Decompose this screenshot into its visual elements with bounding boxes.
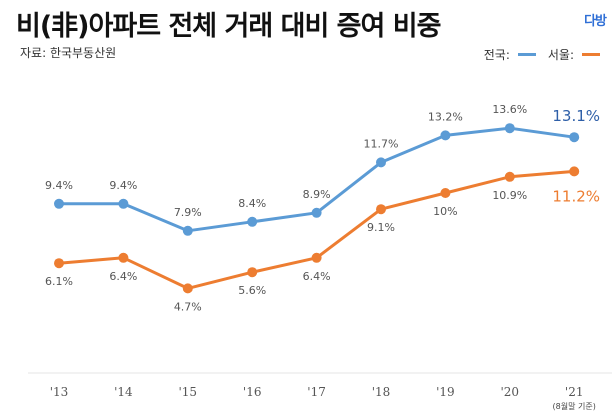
data-label: 6.4% bbox=[109, 270, 137, 283]
data-point bbox=[182, 225, 193, 236]
source-text: 자료: 한국부동산원 bbox=[20, 46, 117, 60]
legend: 전국: 서울: bbox=[484, 46, 608, 63]
data-label: 13.6% bbox=[492, 103, 527, 116]
data-point bbox=[118, 198, 129, 209]
data-point bbox=[247, 267, 258, 278]
data-label: 13.1% bbox=[552, 107, 600, 125]
data-point bbox=[504, 123, 515, 134]
x-tick-label: '15 bbox=[179, 385, 198, 399]
data-point bbox=[440, 130, 451, 141]
x-tick-label: '17 bbox=[307, 385, 326, 399]
legend-swatch-seoul bbox=[582, 53, 600, 56]
data-point bbox=[118, 252, 129, 263]
brand-logo: 다방 bbox=[584, 14, 607, 29]
chart-title: 비(非)아파트 전체 거래 대비 증여 비중 bbox=[16, 11, 441, 42]
data-label: 11.2% bbox=[552, 187, 600, 205]
x-tick-label: '20 bbox=[501, 385, 520, 399]
data-point bbox=[54, 258, 64, 269]
data-point bbox=[440, 188, 451, 198]
data-label: 8.9% bbox=[303, 188, 331, 201]
x-tick-label: '21 bbox=[565, 385, 584, 399]
data-point bbox=[311, 207, 322, 218]
data-label: 8.4% bbox=[238, 197, 266, 210]
data-point bbox=[569, 166, 580, 177]
x-tick-note: (8월말 기준) bbox=[553, 401, 596, 411]
data-label: 9.4% bbox=[109, 179, 137, 192]
legend-label-seoul: 서울: bbox=[547, 48, 574, 62]
data-point bbox=[569, 132, 580, 143]
data-label: 11.7% bbox=[364, 137, 399, 150]
x-tick-label: '18 bbox=[372, 385, 391, 399]
data-point bbox=[311, 252, 322, 263]
data-label: 4.7% bbox=[174, 300, 202, 313]
data-point bbox=[376, 204, 386, 215]
data-label: 13.2% bbox=[428, 110, 463, 123]
x-tick-label: '19 bbox=[436, 385, 455, 399]
data-label: 5.6% bbox=[238, 284, 266, 297]
data-point bbox=[376, 157, 386, 168]
legend-label-national: 전국: bbox=[483, 48, 510, 62]
data-label: 6.1% bbox=[45, 275, 73, 288]
data-label: 7.9% bbox=[174, 206, 202, 219]
data-label: 10% bbox=[433, 205, 457, 218]
data-point bbox=[182, 283, 193, 294]
legend-swatch-national bbox=[517, 53, 536, 56]
data-label: 9.1% bbox=[367, 221, 395, 234]
data-point bbox=[54, 198, 64, 209]
data-label: 6.4% bbox=[303, 270, 331, 283]
x-tick-label: '16 bbox=[243, 385, 262, 399]
x-tick-label: '13 bbox=[50, 385, 69, 399]
series-seoul: 6.1% 6.4% 4.7% 5.6% 6.4% 9.1% 10% 10.9% 11.2% bbox=[45, 166, 600, 313]
data-label: 9.4% bbox=[45, 179, 73, 192]
data-point bbox=[504, 171, 515, 182]
x-tick-label: '14 bbox=[114, 385, 133, 399]
series-national: 9.4% 9.4% 7.9% 8.4% 8.9% 11.7% 13.2% 13.6% 13.1% bbox=[45, 103, 600, 236]
data-point bbox=[247, 216, 258, 227]
data-label: 10.9% bbox=[492, 189, 527, 202]
